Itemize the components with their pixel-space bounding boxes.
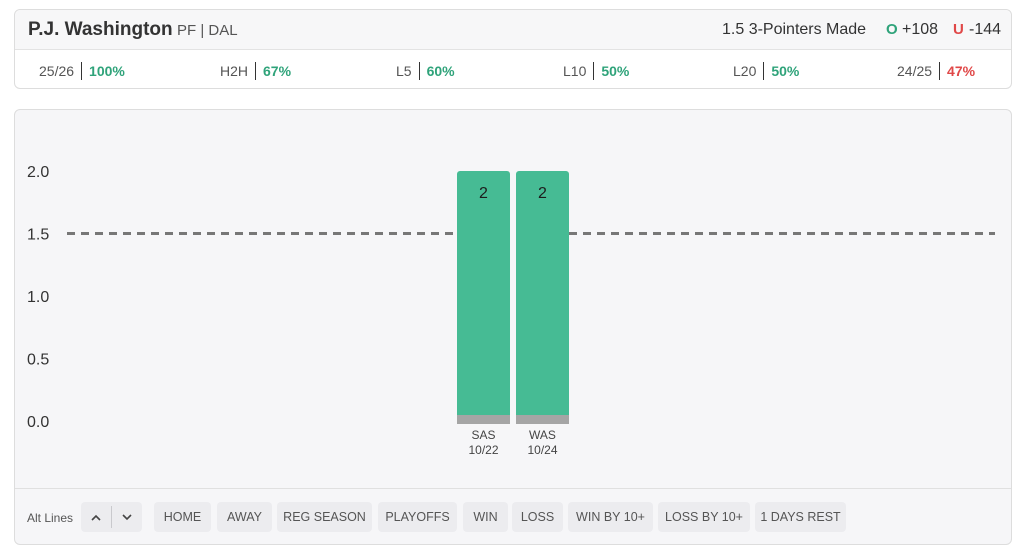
stat-value: 100%	[89, 63, 125, 79]
alt-line-down-button[interactable]	[112, 502, 142, 532]
x-tick-label: SAS	[471, 428, 495, 442]
bar-base	[457, 415, 510, 424]
stat-divider	[418, 62, 420, 80]
x-tick-label: 10/22	[468, 443, 498, 457]
player-header-card: P.J. Washington PF | DAL 1.5 3-Pointers …	[14, 9, 1012, 89]
over-odds[interactable]: +108	[902, 21, 939, 38]
filter-playoffs-button[interactable]: PLAYOFFS	[378, 502, 457, 532]
stat-divider	[763, 62, 765, 80]
bar	[457, 171, 510, 424]
stepper-divider	[111, 506, 112, 528]
bar-data-label: 2	[479, 185, 488, 202]
filter-loss-button[interactable]: LOSS	[512, 502, 563, 532]
stat-l5[interactable]: L5 60%	[396, 62, 455, 80]
alt-lines-stepper	[81, 502, 142, 532]
stat-h2h[interactable]: H2H 67%	[220, 62, 291, 80]
y-tick-label: 0.0	[27, 414, 49, 431]
stat-l10[interactable]: L10 50%	[563, 62, 629, 80]
stat-divider	[593, 62, 595, 80]
stat-label: L5	[396, 63, 412, 79]
player-header-row: P.J. Washington PF | DAL 1.5 3-Pointers …	[15, 10, 1011, 50]
under-odds[interactable]: -144	[969, 21, 1002, 38]
stat-last-season[interactable]: 24/25 47%	[897, 62, 975, 80]
bar-base	[516, 415, 569, 424]
stat-label: L20	[733, 63, 757, 79]
stat-divider	[255, 62, 257, 80]
y-tick-label: 1.0	[27, 289, 49, 306]
bar-data-label: 2	[538, 185, 547, 202]
stat-label: L10	[563, 63, 587, 79]
over-icon[interactable]: O	[886, 21, 898, 38]
y-tick-label: 1.5	[27, 227, 49, 244]
y-tick-label: 0.5	[27, 352, 49, 369]
filter-away-button[interactable]: AWAY	[217, 502, 272, 532]
filter-rest-days-button[interactable]: 1 DAYS REST	[755, 502, 846, 532]
stat-label: H2H	[220, 63, 249, 79]
game-log-chart-card: 0.0 0.5 1.0 1.5 2.0 2 SAS 10/22 2 WAS 10/24 Alt Li…	[14, 109, 1012, 545]
filter-bar: Alt Lines HOME AWAY REG SEASON PLAYOFFS …	[15, 488, 1011, 546]
stat-season[interactable]: 25/26 100%	[39, 62, 125, 80]
filter-home-button[interactable]: HOME	[154, 502, 211, 532]
bar	[516, 171, 569, 424]
stat-value: 67%	[263, 63, 292, 79]
market-label: 1.5 3-Pointers Made	[722, 21, 867, 38]
filter-win-by-10-button[interactable]: WIN BY 10+	[568, 502, 653, 532]
stat-value: 47%	[947, 63, 976, 79]
hit-rate-stats-row: 25/26 100% H2H 67% L5 60% L10 50% L20 50% 24/…	[15, 50, 1011, 89]
x-tick-label: 10/24	[527, 443, 557, 457]
stat-divider	[939, 62, 941, 80]
alt-lines-label: Alt Lines	[27, 511, 74, 525]
x-tick-label: WAS	[529, 428, 556, 442]
filter-loss-by-10-button[interactable]: LOSS BY 10+	[658, 502, 750, 532]
alt-line-up-button[interactable]	[81, 502, 111, 532]
filter-win-button[interactable]: WIN	[463, 502, 508, 532]
stat-value: 50%	[601, 63, 630, 79]
stat-divider	[81, 62, 83, 80]
stat-value: 50%	[771, 63, 800, 79]
chevron-down-icon	[122, 513, 132, 520]
chevron-up-icon	[91, 514, 101, 521]
filter-reg-season-button[interactable]: REG SEASON	[277, 502, 372, 532]
stat-label: 24/25	[897, 63, 933, 79]
player-position-team: PF | DAL	[177, 22, 238, 39]
stat-value: 60%	[426, 63, 455, 79]
stat-label: 25/26	[39, 63, 75, 79]
y-tick-label: 2.0	[27, 164, 49, 181]
stat-l20[interactable]: L20 50%	[733, 62, 799, 80]
player-name: P.J. Washington	[28, 19, 173, 40]
under-icon[interactable]: U	[953, 21, 964, 38]
